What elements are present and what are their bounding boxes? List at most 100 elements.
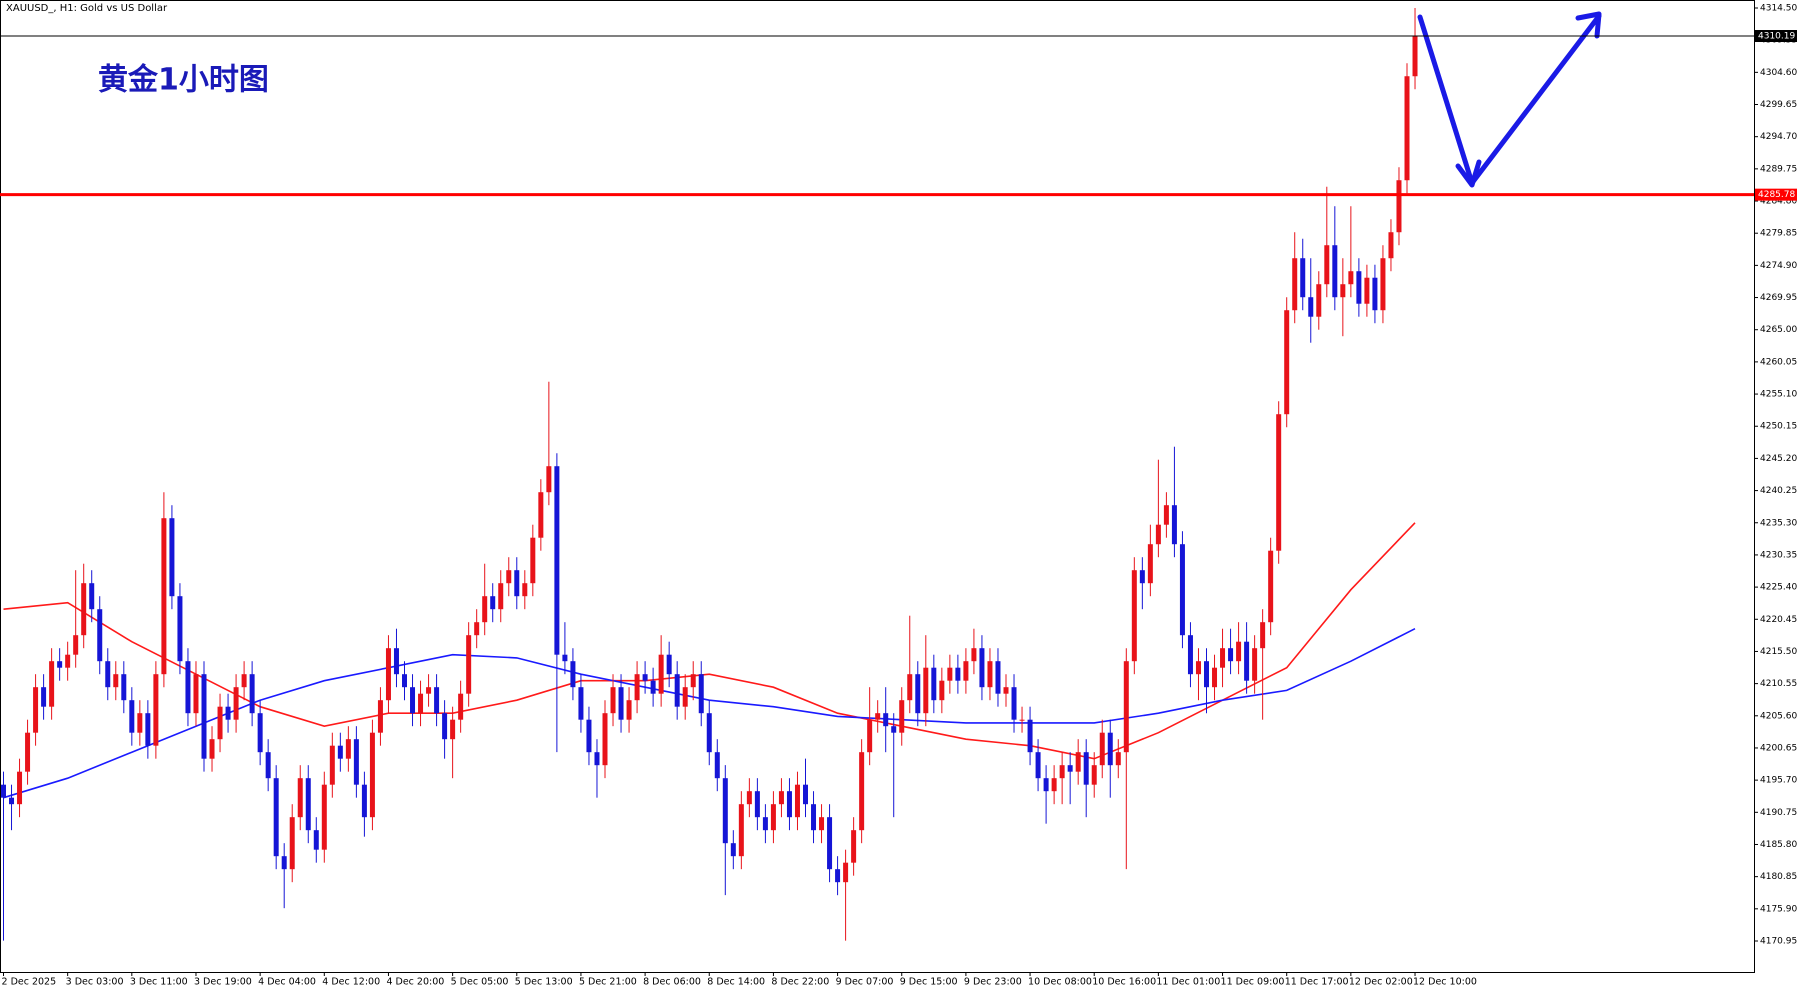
candle-body <box>626 700 632 720</box>
candle-body <box>1380 258 1386 311</box>
x-tick-label: 3 Dec 19:00 <box>194 977 252 988</box>
plot-frame <box>0 0 1755 973</box>
candle-body <box>738 804 744 857</box>
candle-body <box>899 700 905 733</box>
y-tick-label: 4289.75 <box>1760 164 1797 174</box>
candle-body <box>1107 732 1113 766</box>
candle-body <box>474 622 480 636</box>
y-tick-label: 4284.80 <box>1760 197 1797 207</box>
x-tick-label: 8 Dec 22:00 <box>771 977 829 988</box>
candle-body <box>385 648 391 701</box>
candle-body <box>65 654 71 668</box>
candle-body <box>819 817 825 831</box>
y-tick-label: 4294.70 <box>1760 132 1797 142</box>
candle-body <box>618 687 624 720</box>
candle-body <box>466 635 472 694</box>
y-tick-label: 4190.75 <box>1760 808 1797 818</box>
candle-body <box>987 661 993 688</box>
y-tick-label: 4170.95 <box>1760 936 1797 946</box>
candle-body <box>129 700 135 733</box>
y-tick-label: 4195.70 <box>1760 776 1797 786</box>
candle-body <box>313 830 319 850</box>
x-tick-label: 12 Dec 10:00 <box>1413 977 1477 988</box>
candle-body <box>1220 648 1226 668</box>
candle-body <box>377 700 383 733</box>
candle-body <box>410 687 416 714</box>
candle-body <box>402 674 407 688</box>
candle-body <box>794 784 800 818</box>
candle-body <box>1324 245 1330 285</box>
candle-body <box>714 752 720 779</box>
candle-body <box>1404 76 1410 181</box>
candle-body <box>883 713 889 727</box>
candle-body <box>1115 752 1121 766</box>
candle-body <box>442 713 448 740</box>
candle-body <box>674 674 680 707</box>
candle-body <box>554 466 560 655</box>
candle-body <box>353 739 359 785</box>
candle-body <box>1163 505 1169 525</box>
candle-body <box>193 674 199 714</box>
candle-body <box>393 648 399 675</box>
candle-body <box>17 771 23 805</box>
x-tick-label: 8 Dec 14:00 <box>707 977 765 988</box>
candle-body <box>1364 277 1370 304</box>
candle-body <box>570 661 576 688</box>
chart-title: 黄金1小时图 <box>98 63 269 98</box>
candle-body <box>730 843 736 857</box>
y-tick-label: 4215.50 <box>1760 647 1797 657</box>
candle-body <box>995 661 1001 694</box>
candle-body <box>875 713 881 720</box>
price-tag-label: 4310.19 <box>1758 32 1795 42</box>
candle-body <box>506 570 512 584</box>
y-tick-label: 4314.50 <box>1760 3 1797 13</box>
price-tag-label: 4285.78 <box>1758 190 1795 200</box>
x-tick-label: 4 Dec 20:00 <box>386 977 444 988</box>
candle-body <box>490 596 496 610</box>
candle-body <box>273 778 279 857</box>
candle-body <box>1332 245 1338 298</box>
candle-body <box>835 869 841 883</box>
candle-body <box>602 713 608 766</box>
candle-body <box>634 674 640 701</box>
y-tick-label: 4245.20 <box>1760 454 1797 464</box>
candle-body <box>851 830 857 863</box>
x-tick-label: 11 Dec 01:00 <box>1156 977 1220 988</box>
candle-body <box>578 687 584 720</box>
candle-body <box>891 726 897 733</box>
x-tick-label: 5 Dec 13:00 <box>515 977 573 988</box>
candle-body <box>1340 284 1346 298</box>
candle-body <box>1123 661 1129 753</box>
y-tick-label: 4200.65 <box>1760 743 1797 753</box>
candle-body <box>762 817 768 831</box>
candle-body <box>955 667 961 681</box>
candle-body <box>9 797 15 805</box>
y-tick-label: 4230.35 <box>1760 550 1797 560</box>
y-tick-label: 4255.10 <box>1760 390 1797 400</box>
candle-body <box>241 674 247 688</box>
candle-body <box>1 784 6 798</box>
candle-body <box>185 661 191 714</box>
x-tick-label: 9 Dec 23:00 <box>964 977 1022 988</box>
candle-body <box>1396 180 1402 233</box>
candle-body <box>482 596 488 623</box>
candle-body <box>1139 570 1145 584</box>
candle-body <box>786 791 792 818</box>
candle-body <box>907 674 913 701</box>
candle-body <box>450 719 456 740</box>
candle-body <box>369 732 375 818</box>
candle-body <box>361 784 367 818</box>
candle-body <box>434 687 440 714</box>
y-tick-label: 4210.55 <box>1760 679 1797 689</box>
y-tick-label: 4274.90 <box>1760 261 1797 271</box>
x-tick-label: 9 Dec 07:00 <box>836 977 894 988</box>
x-tick-label: 3 Dec 11:00 <box>130 977 188 988</box>
candle-body <box>947 667 953 681</box>
candle-body <box>1204 661 1209 688</box>
candle-body <box>337 745 343 759</box>
x-tick-label: 2 Dec 2025 <box>2 977 57 988</box>
candle-body <box>1099 732 1105 766</box>
candle-body <box>746 791 752 805</box>
candle-body <box>1252 648 1258 681</box>
